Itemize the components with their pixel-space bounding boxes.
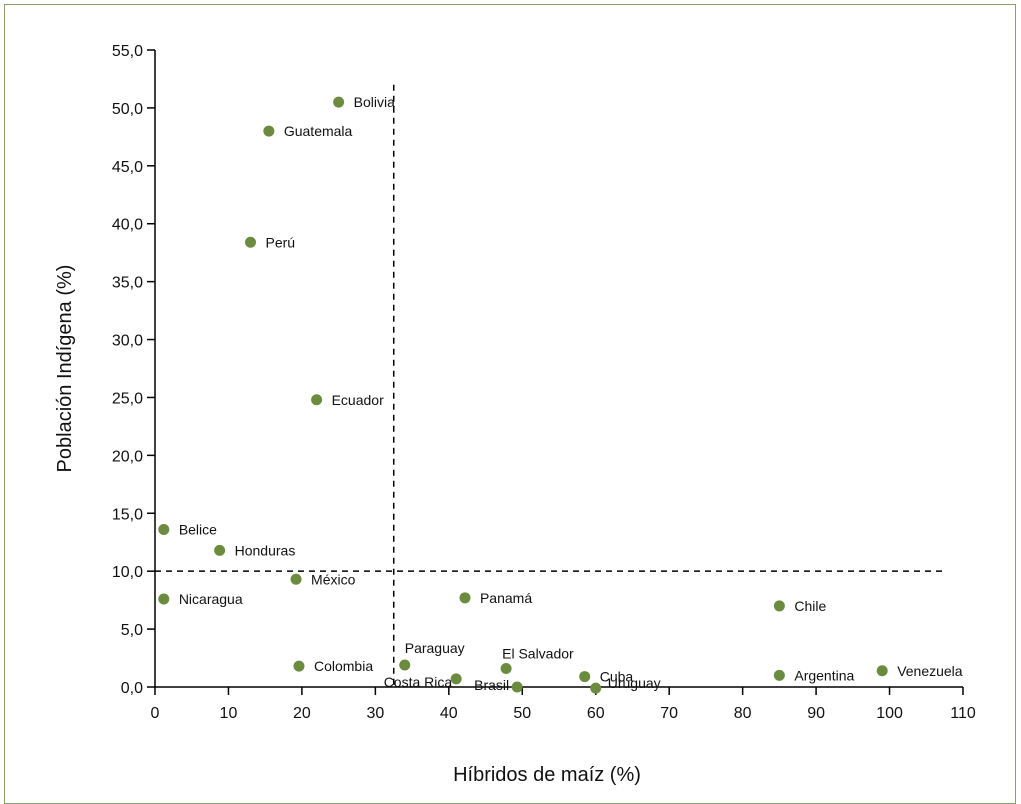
data-point: [450, 673, 462, 685]
x-tick-label: 110: [950, 705, 976, 722]
y-tick-label: 10,0: [112, 564, 143, 581]
data-point-label: Argentina: [794, 667, 854, 683]
y-tick-label: 30,0: [112, 333, 143, 350]
data-point: [311, 394, 323, 406]
data-point: [500, 662, 512, 674]
data-point: [773, 600, 785, 612]
x-tick-label: 0: [151, 705, 160, 722]
data-point-label: México: [311, 571, 356, 587]
data-point: [158, 593, 170, 605]
y-tick-label: 15,0: [112, 506, 143, 523]
data-point-label: Venezuela: [897, 663, 963, 679]
x-tick-label: 100: [876, 705, 903, 722]
x-tick-label: 30: [366, 705, 384, 722]
data-point: [399, 659, 411, 671]
y-tick-label: 55,0: [112, 43, 143, 60]
data-point-label: Costa Rica: [384, 674, 453, 690]
y-tick-label: 20,0: [112, 448, 143, 465]
y-tick-label: 0,0: [121, 680, 143, 697]
x-tick-label: 90: [807, 705, 825, 722]
data-point: [333, 96, 345, 108]
data-point-label: Chile: [794, 598, 826, 614]
x-tick-label: 40: [440, 705, 458, 722]
data-point-label: Brasil: [474, 677, 509, 693]
x-tick-label: 20: [293, 705, 311, 722]
x-tick-label: 60: [587, 705, 605, 722]
data-point: [263, 125, 275, 137]
x-tick-label: 80: [734, 705, 752, 722]
data-point: [214, 544, 226, 556]
y-axis-title: Población Indígena (%): [54, 265, 76, 473]
y-tick-label: 35,0: [112, 275, 143, 292]
data-point-label: El Salvador: [502, 645, 574, 661]
data-point: [158, 523, 170, 535]
data-point-label: Uruguay: [608, 675, 661, 691]
x-tick-label: 70: [660, 705, 678, 722]
data-point-label: Guatemala: [284, 123, 353, 139]
data-point-label: Belice: [179, 521, 217, 537]
data-point: [876, 665, 888, 677]
y-tick-label: 50,0: [112, 101, 143, 118]
data-point: [773, 669, 785, 681]
x-tick-label: 50: [513, 705, 531, 722]
data-point: [579, 671, 591, 683]
x-axis-title: Híbridos de maíz (%): [453, 764, 641, 786]
data-point: [293, 660, 305, 672]
data-point-label: Paraguay: [405, 640, 465, 656]
data-point-label: Panamá: [480, 590, 532, 606]
data-point-label: Bolivia: [354, 94, 395, 110]
data-point: [244, 236, 256, 248]
data-point: [511, 681, 523, 693]
data-point: [290, 573, 302, 585]
data-point-label: Perú: [265, 234, 295, 250]
data-point: [459, 592, 471, 604]
y-tick-label: 5,0: [121, 622, 143, 639]
y-tick-label: 45,0: [112, 159, 143, 176]
y-tick-label: 25,0: [112, 390, 143, 407]
y-tick-label: 40,0: [112, 217, 143, 234]
data-point-label: Colombia: [314, 658, 373, 674]
data-point-label: Cuba: [600, 669, 634, 685]
data-point-label: Honduras: [235, 542, 296, 558]
data-point-label: Nicaragua: [179, 591, 243, 607]
data-point-label: Ecuador: [332, 392, 384, 408]
data-point: [590, 682, 602, 694]
x-tick-label: 10: [220, 705, 238, 722]
